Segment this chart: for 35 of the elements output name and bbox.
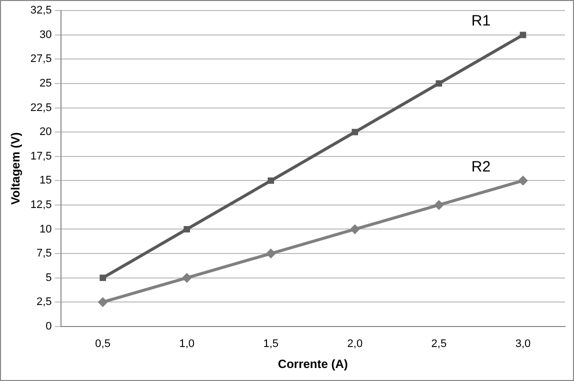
point — [352, 128, 358, 136]
point — [520, 32, 526, 38]
point — [268, 177, 274, 184]
y-tick-label: 2,5 — [36, 296, 52, 308]
y-tick-label: 32,5 — [30, 4, 52, 17]
point — [434, 200, 444, 210]
point — [100, 274, 106, 281]
series-label: R2 — [471, 158, 491, 176]
x-tick-label: 0,5 — [95, 338, 110, 350]
x-axis-title: Corrente (A) — [278, 357, 348, 372]
y-tick-label: 20 — [40, 126, 52, 138]
y-tick-label: 7,5 — [36, 248, 52, 260]
x-tick-label: 1,0 — [179, 338, 195, 350]
y-tick-label: 10 — [40, 223, 52, 236]
point — [184, 226, 190, 232]
point — [98, 297, 108, 308]
y-tick-label: 17,5 — [30, 150, 52, 162]
y-tick-label: 22,5 — [30, 102, 52, 114]
x-tick-label: 1,5 — [263, 338, 279, 350]
point — [518, 176, 528, 186]
x-tick-label: 2,5 — [431, 338, 447, 350]
y-tick-label: 27,5 — [30, 53, 52, 66]
series-label: R1 — [471, 12, 491, 30]
point — [182, 272, 192, 283]
x-tick-label: 3,0 — [515, 338, 531, 350]
y-tick-label: 5 — [46, 272, 52, 284]
y-tick-label: 30 — [40, 28, 52, 41]
y-tick-label: 15 — [40, 174, 52, 187]
point — [350, 224, 360, 234]
y-tick-label: 12,5 — [30, 198, 52, 211]
x-tick-label: 2,0 — [347, 338, 363, 350]
y-tick-label: 0 — [46, 320, 52, 332]
point — [266, 248, 276, 259]
y-axis-title: Voltagem (V) — [8, 132, 23, 205]
y-tick-label: 25 — [40, 78, 52, 90]
